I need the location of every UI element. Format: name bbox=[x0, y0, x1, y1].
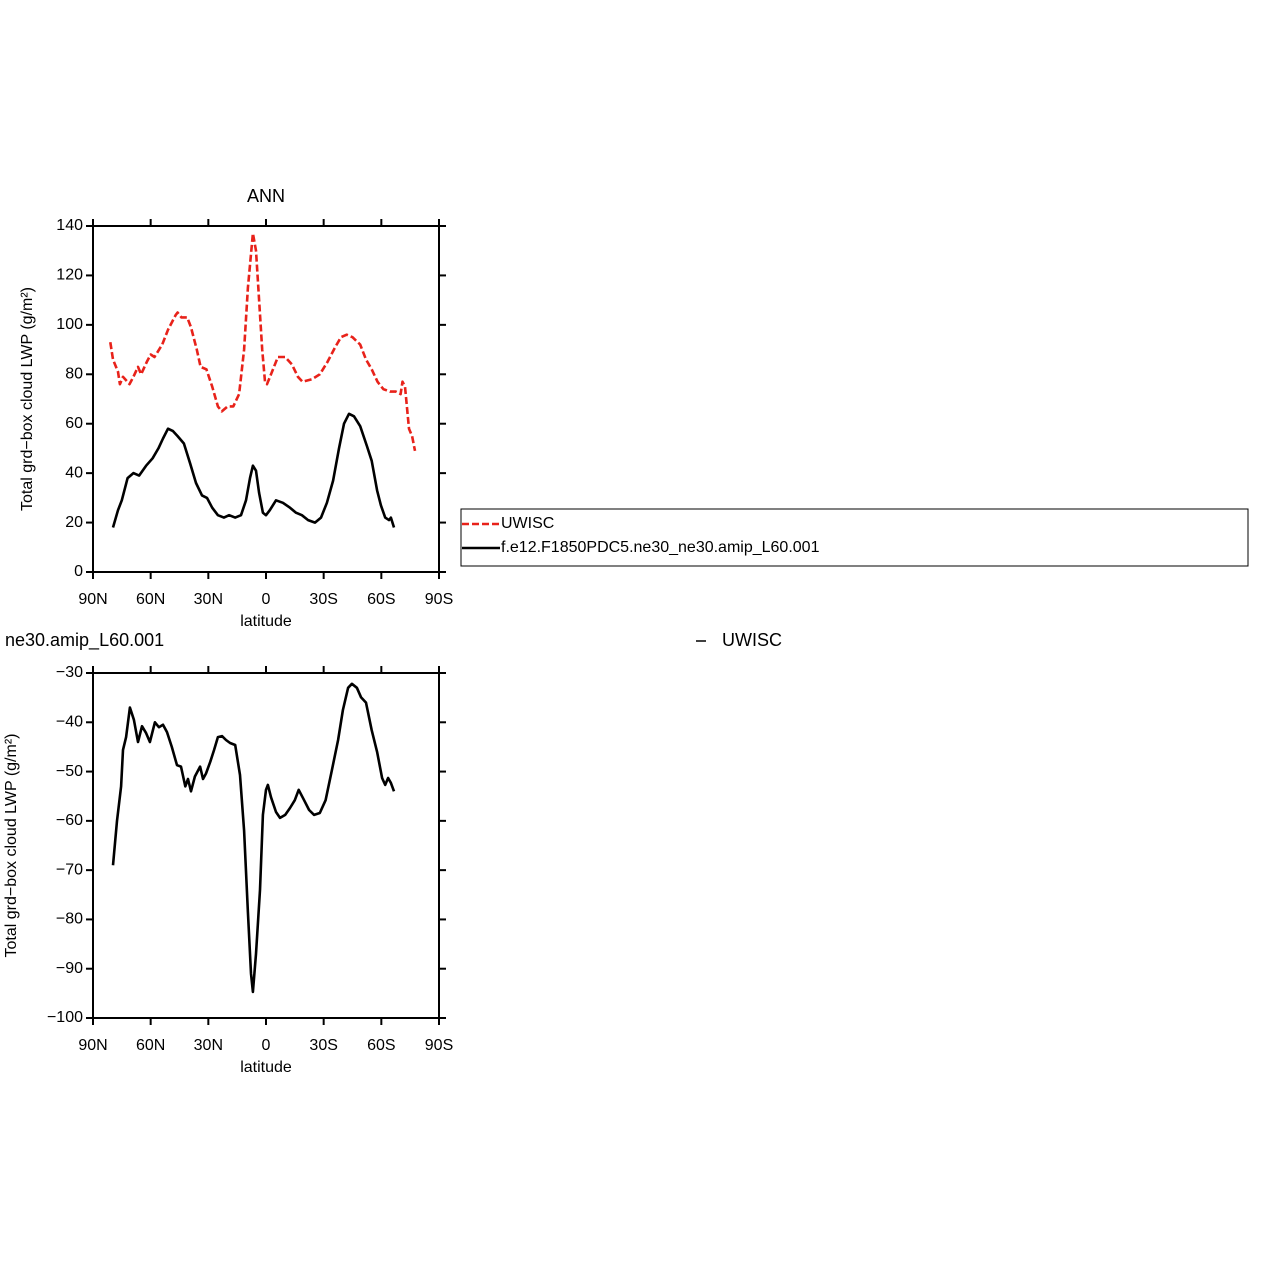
x-tick-label: 30N bbox=[194, 591, 223, 608]
y-tick-label: 0 bbox=[74, 563, 83, 580]
legend-label: UWISC bbox=[501, 515, 554, 532]
y-tick-label: −40 bbox=[56, 714, 83, 731]
y-tick-label: 100 bbox=[56, 316, 83, 333]
x-tick-label: 90S bbox=[425, 1037, 453, 1054]
y-tick-label: −70 bbox=[56, 861, 83, 878]
data-line bbox=[111, 412, 396, 528]
y-tick-label: −30 bbox=[56, 664, 83, 681]
x-tick-label: 0 bbox=[262, 591, 271, 608]
x-tick-label: 90N bbox=[78, 1037, 107, 1054]
x-tick-label: 60N bbox=[136, 591, 165, 608]
plot-frame bbox=[92, 672, 440, 1019]
legend-label: UWISC bbox=[722, 630, 782, 650]
chart-title: ANN bbox=[247, 186, 285, 206]
y-tick-label: −100 bbox=[47, 1009, 83, 1026]
legend-label: f.e12.F1850PDC5.ne30_ne30.amip_L60.001 bbox=[501, 539, 820, 556]
x-axis-label: latitude bbox=[240, 1059, 292, 1076]
x-tick-label: 60N bbox=[136, 1037, 165, 1054]
legend-box bbox=[460, 508, 1249, 567]
y-tick-label: −60 bbox=[56, 812, 83, 829]
chart-title: ne30.amip_L60.001 bbox=[5, 630, 164, 651]
x-tick-label: 30S bbox=[309, 591, 337, 608]
x-axis-label: latitude bbox=[240, 613, 292, 630]
y-axis-label: Total grd−box cloud LWP (g/m²) bbox=[19, 287, 36, 511]
x-tick-label: 30S bbox=[309, 1037, 337, 1054]
y-tick-label: 80 bbox=[65, 366, 83, 383]
y-tick-label: 120 bbox=[56, 267, 83, 284]
y-tick-label: 40 bbox=[65, 464, 83, 481]
x-tick-label: 30N bbox=[194, 1037, 223, 1054]
y-tick-label: 60 bbox=[65, 415, 83, 432]
y-tick-label: 140 bbox=[56, 217, 83, 234]
x-tick-label: 0 bbox=[262, 1037, 271, 1054]
data-line bbox=[111, 682, 396, 994]
data-line bbox=[109, 232, 417, 452]
y-tick-label: −90 bbox=[56, 960, 83, 977]
y-tick-label: −80 bbox=[56, 911, 83, 928]
x-tick-label: 60S bbox=[367, 591, 395, 608]
y-tick-label: −50 bbox=[56, 763, 83, 780]
x-tick-label: 60S bbox=[367, 1037, 395, 1054]
x-tick-label: 90N bbox=[78, 591, 107, 608]
y-tick-label: 20 bbox=[65, 514, 83, 531]
x-tick-label: 90S bbox=[425, 591, 453, 608]
y-axis-label: Total grd−box cloud LWP (g/m²) bbox=[3, 734, 20, 958]
